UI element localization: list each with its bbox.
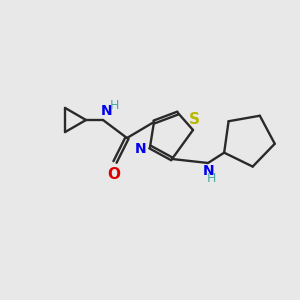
Text: N: N [134, 142, 146, 156]
Text: H: H [109, 99, 119, 112]
Text: S: S [188, 112, 200, 127]
Text: O: O [107, 167, 121, 182]
Text: N: N [203, 164, 215, 178]
Text: N: N [101, 104, 113, 118]
Text: H: H [206, 172, 216, 185]
